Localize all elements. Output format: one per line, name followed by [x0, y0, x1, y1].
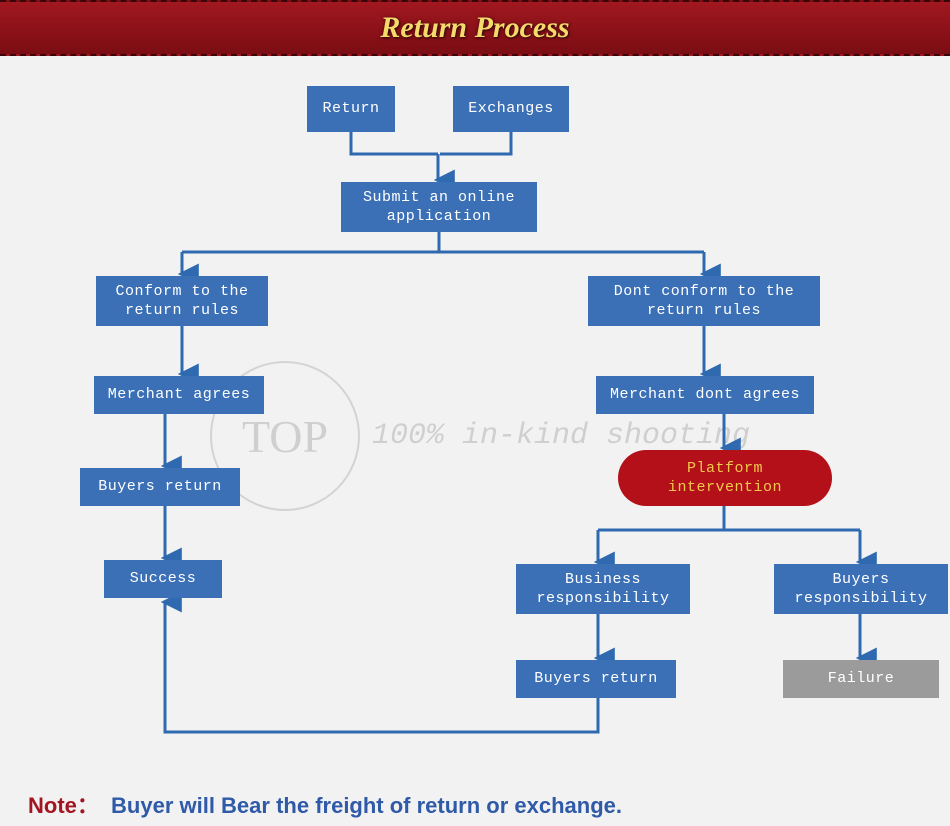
node-buyers-return-left: Buyers return — [80, 468, 240, 506]
footnote: Note： Buyer will Bear the freight of ret… — [28, 788, 622, 820]
page-title: Return Process — [380, 11, 569, 45]
node-conform-right: Dont conform to the return rules — [588, 276, 820, 326]
footnote-label: Note： — [28, 793, 99, 818]
node-exchanges: Exchanges — [453, 86, 569, 132]
node-conform-left: Conform to the return rules — [96, 276, 268, 326]
header-banner: Return Process — [0, 0, 950, 56]
node-return: Return — [307, 86, 395, 132]
node-submit: Submit an online application — [341, 182, 537, 232]
connector-layer — [0, 56, 950, 826]
node-failure: Failure — [783, 660, 939, 698]
node-platform-intervention: Platform intervention — [618, 450, 832, 506]
node-business-responsibility: Business responsibility — [516, 564, 690, 614]
node-buyers-return-right: Buyers return — [516, 660, 676, 698]
flowchart-canvas: TOP 100% in-kind shooting Return Exchang… — [0, 56, 950, 826]
node-merchant-agrees: Merchant agrees — [94, 376, 264, 414]
node-buyers-responsibility: Buyers responsibility — [774, 564, 948, 614]
node-success: Success — [104, 560, 222, 598]
node-merchant-dont-agrees: Merchant dont agrees — [596, 376, 814, 414]
footnote-text: Buyer will Bear the freight of return or… — [111, 793, 622, 818]
